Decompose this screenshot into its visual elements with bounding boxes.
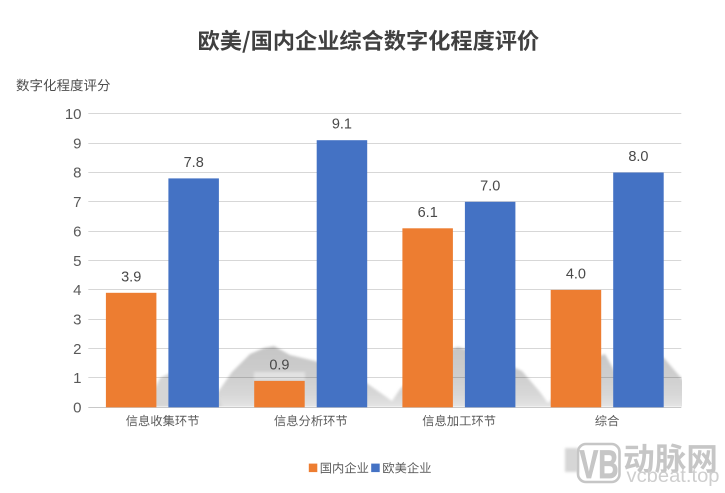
- svg-text:6: 6: [73, 223, 81, 240]
- svg-text:4.0: 4.0: [566, 266, 586, 282]
- svg-text:5: 5: [73, 253, 81, 270]
- svg-text:8.0: 8.0: [628, 149, 648, 165]
- svg-text:7.8: 7.8: [184, 155, 204, 171]
- svg-text:10: 10: [65, 106, 82, 123]
- svg-text:4: 4: [73, 282, 81, 299]
- svg-text:6.1: 6.1: [418, 205, 438, 221]
- svg-text:0: 0: [73, 400, 81, 417]
- svg-text:7: 7: [73, 194, 81, 211]
- svg-text:1: 1: [73, 370, 81, 387]
- svg-text:3: 3: [73, 311, 81, 328]
- svg-text:3.9: 3.9: [121, 269, 141, 285]
- svg-text:2: 2: [73, 341, 81, 358]
- svg-text:0.9: 0.9: [269, 357, 289, 373]
- svg-text:7.0: 7.0: [480, 178, 500, 194]
- svg-text:VB: VB: [580, 443, 619, 487]
- svg-text:9: 9: [73, 135, 81, 152]
- svg-text:9.1: 9.1: [332, 117, 352, 133]
- svg-text:vcbeat.top: vcbeat.top: [627, 465, 720, 487]
- svg-text:8: 8: [73, 165, 81, 182]
